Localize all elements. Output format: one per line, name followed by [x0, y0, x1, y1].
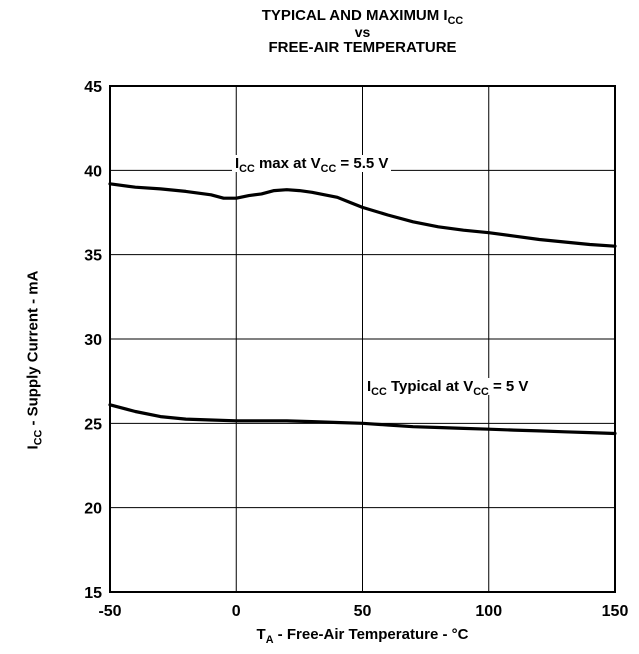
chart-title-line3: FREE-AIR TEMPERATURE — [268, 39, 457, 56]
y-tick-label: 40 — [84, 163, 102, 180]
x-tick-label: 0 — [232, 603, 241, 620]
y-tick-label: 35 — [84, 248, 102, 265]
series-line-max — [108, 182, 617, 248]
x-tick-label: -50 — [98, 603, 121, 620]
chart-title-line1: TYPICAL AND MAXIMUM ICC — [261, 7, 464, 27]
x-axis-label: TA - Free-Air Temperature - °C — [256, 626, 469, 646]
series-label-max: ICC max at VCC = 5.5 V — [232, 155, 392, 174]
x-tick-label: 150 — [602, 603, 629, 620]
y-tick-label: 45 — [84, 79, 102, 96]
y-tick-label: 15 — [84, 585, 102, 602]
series-label-typical: ICC Typical at VCC = 5 V — [364, 378, 532, 397]
x-tick-label: 50 — [354, 603, 372, 620]
series-line-typ — [108, 403, 617, 436]
plot-frame — [109, 85, 616, 593]
x-tick-label: 100 — [475, 603, 502, 620]
y-tick-label: 20 — [84, 501, 102, 518]
chart-title-line2: vs — [354, 24, 371, 40]
y-tick-label: 25 — [84, 416, 102, 433]
y-tick-label: 30 — [84, 332, 102, 349]
y-axis-label: ICC - Supply Current - mA — [24, 270, 45, 450]
